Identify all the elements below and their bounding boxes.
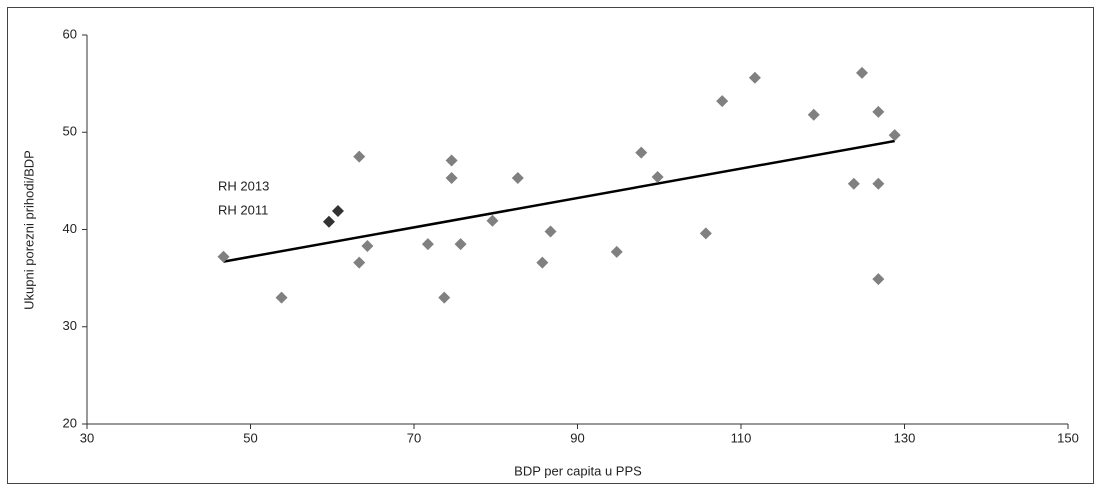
- point: [421, 238, 434, 251]
- point: [872, 273, 885, 286]
- point: [445, 154, 458, 167]
- point: [544, 225, 557, 238]
- y-tick-label: 30: [63, 318, 77, 333]
- point: [699, 227, 712, 240]
- point: [847, 177, 860, 190]
- point: [353, 150, 366, 163]
- x-tick-label: 50: [243, 430, 257, 445]
- point: [445, 171, 458, 184]
- point: [610, 245, 623, 258]
- point: [275, 291, 288, 304]
- point: [716, 95, 729, 108]
- point: [536, 256, 549, 269]
- point: [361, 240, 374, 253]
- point: [651, 170, 664, 183]
- point: [807, 108, 820, 121]
- point: [353, 256, 366, 269]
- point: [511, 171, 524, 184]
- point: [486, 214, 499, 227]
- x-tick-label: 70: [407, 430, 421, 445]
- trend-line: [223, 139, 895, 263]
- point: [872, 177, 885, 190]
- x-tick-label: 30: [80, 430, 94, 445]
- point: [748, 71, 761, 84]
- point: [872, 105, 885, 118]
- point: [331, 205, 344, 218]
- x-tick-label: 90: [570, 430, 584, 445]
- point: [635, 146, 648, 159]
- point: [217, 250, 230, 263]
- x-axis-label: BDP per capita u PPS: [514, 463, 642, 478]
- y-axis-label: Ukupni porezni prihodi/BDP: [21, 150, 36, 310]
- annotation: RH 2011: [218, 202, 268, 217]
- x-tick-label: 130: [894, 430, 916, 445]
- annotation: RH 2013: [218, 178, 269, 193]
- point: [855, 66, 868, 79]
- y-tick-label: 20: [63, 415, 77, 430]
- point: [454, 238, 467, 251]
- x-tick-label: 150: [1057, 430, 1079, 445]
- chart-frame: [7, 7, 1094, 484]
- point: [888, 129, 901, 142]
- x-tick-label: 110: [731, 430, 752, 445]
- y-tick-label: 60: [63, 26, 77, 41]
- point: [438, 291, 451, 304]
- y-tick-label: 40: [63, 221, 77, 236]
- y-tick-label: 50: [63, 124, 77, 139]
- point: [322, 215, 335, 228]
